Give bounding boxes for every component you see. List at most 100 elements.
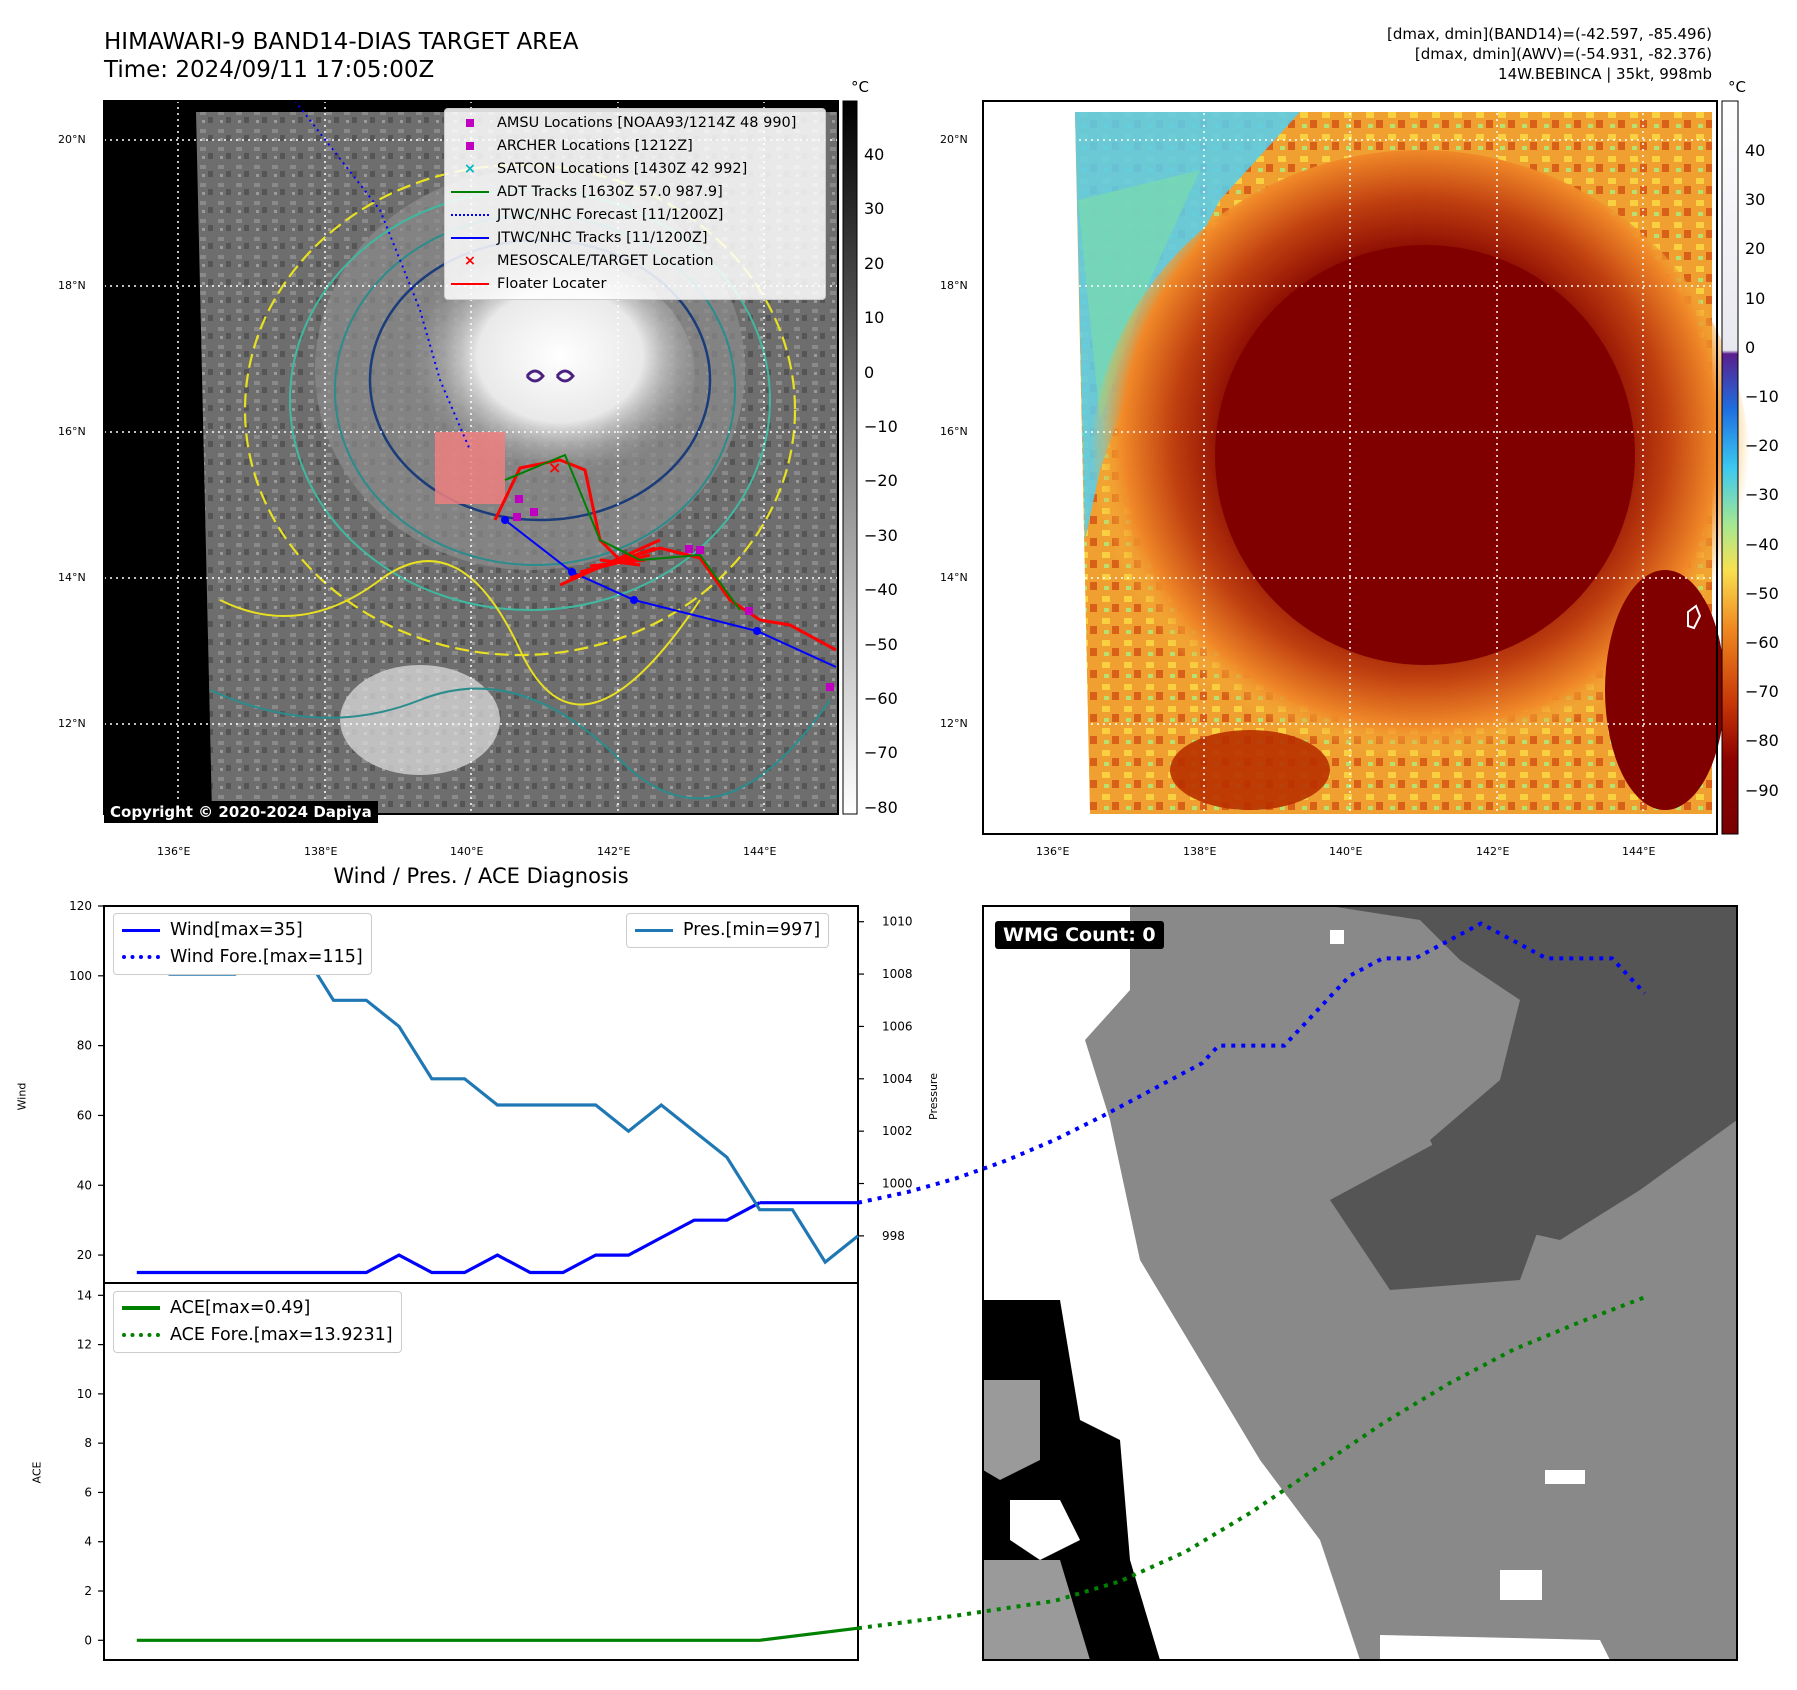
wmg-dark-region-ne <box>1330 906 1737 1240</box>
map-legend-swatch: × <box>463 252 477 269</box>
y-tick-label: 20 <box>77 1248 92 1262</box>
map-legend-item: Floater Locater <box>451 272 819 295</box>
contour-core <box>525 369 545 383</box>
wmg-light-patch-2 <box>983 1560 1090 1660</box>
color-colorbar-unit: °C <box>1728 78 1746 96</box>
pressure-axis-label: Pressure <box>926 1073 940 1120</box>
map-legend-item: JTWC/NHC Tracks [11/1200Z] <box>451 226 819 249</box>
color-colorbar-tick: 20 <box>1745 239 1766 259</box>
y2-tick-label: 1000 <box>882 1177 913 1191</box>
ace-legend-swatch <box>122 1306 160 1310</box>
guam-outline <box>1687 604 1702 630</box>
y-tick-label: 2 <box>84 1584 92 1598</box>
gray-colorbar-tick: −20 <box>864 471 898 491</box>
gray-colorbar-tick: −80 <box>864 797 898 817</box>
color-cold-cluster <box>1605 570 1725 810</box>
ir-lat-label-18n: 18°N <box>58 279 86 292</box>
gray-colorbar-tick: −10 <box>864 417 898 436</box>
y-tick-label: 40 <box>77 1178 92 1192</box>
ir-lon-label-142e: 142°E <box>597 845 631 858</box>
map-legend-label: SATCON Locations [1430Z 42 992] <box>497 160 748 177</box>
wind-legend-label: Wind[max=35] <box>170 920 303 940</box>
adt-track <box>504 453 741 611</box>
color-lat-label-18n: 18°N <box>940 279 968 292</box>
intensity-info: [dmax, dmin](BAND14)=(-42.597, -85.496) … <box>1387 24 1712 84</box>
gray-colorbar-tick: −70 <box>864 743 898 763</box>
map-legend-swatch <box>451 282 489 285</box>
ace-axis-label: ACE <box>30 1461 44 1484</box>
pressure-legend-swatch <box>635 928 673 932</box>
wind-fore-legend-entry: Wind Fore.[max=115] <box>122 944 363 971</box>
ace-fore-legend-entry: ACE Fore.[max=13.9231] <box>122 1322 393 1349</box>
map-legend-label: ARCHER Locations [1212Z] <box>497 137 693 154</box>
map-legend-item: JTWC/NHC Forecast [11/1200Z] <box>451 203 819 226</box>
map-legend-item: × SATCON Locations [1430Z 42 992] <box>451 157 819 180</box>
map-legend-swatch <box>451 230 489 246</box>
wind-legend: Wind[max=35] Wind Fore.[max=115] <box>113 913 372 975</box>
y-tick-label: 4 <box>84 1535 92 1549</box>
color-colorbar-tick: 0 <box>1745 337 1756 357</box>
ir-cloud-cluster <box>340 665 500 775</box>
map-legend-swatch <box>451 190 489 193</box>
y-tick-label: 100 <box>69 969 92 983</box>
info-line-3: 14W.BEBINCA | 35kt, 998mb <box>1498 65 1712 83</box>
wmg-panel <box>982 905 1738 1661</box>
map-legend-label: Floater Locater <box>497 275 607 292</box>
color-lon-label-138e: 138°E <box>1183 845 1217 858</box>
ace-frame <box>103 1282 859 1661</box>
y-tick-label: 14 <box>77 1288 92 1302</box>
ir-lat-label-12n: 12°N <box>58 717 86 730</box>
wind-fore-legend-swatch <box>122 955 160 959</box>
wmg-white-strip <box>1380 1635 1610 1660</box>
color-map-gridlines <box>983 101 1717 834</box>
color-colorbar-tick: −60 <box>1745 633 1779 652</box>
figure-title: HIMAWARI-9 BAND14-DIAS TARGET AREA Time:… <box>104 28 578 84</box>
map-legend-label: ADT Tracks [1630Z 57.0 987.9] <box>497 183 723 200</box>
y-tick-label: 60 <box>77 1108 92 1122</box>
y2-tick-label: 1006 <box>882 1019 913 1033</box>
gray-colorbar-tick: 0 <box>864 362 875 382</box>
series-line <box>136 1201 761 1275</box>
map-legend-swatch <box>451 115 489 131</box>
wind-legend-entry: Wind[max=35] <box>122 917 363 944</box>
wmg-dark-region-mid <box>1330 1130 1560 1290</box>
wmg-white-spot <box>1500 1570 1542 1600</box>
map-legend-label: JTWC/NHC Tracks [11/1200Z] <box>497 229 708 246</box>
gray-colorbar-unit: °C <box>851 78 869 96</box>
color-colorbar-tick: −10 <box>1745 387 1779 406</box>
mesoscale-target-box <box>435 432 505 504</box>
mesoscale-target-marker: × <box>548 458 561 477</box>
y2-tick-label: 998 <box>882 1229 905 1243</box>
y2-tick-label: 1010 <box>882 915 913 929</box>
map-legend-label: JTWC/NHC Forecast [11/1200Z] <box>497 206 724 223</box>
ir-map-frame <box>103 100 839 815</box>
color-lat-label-12n: 12°N <box>940 717 968 730</box>
y-tick-label: 120 <box>69 899 92 913</box>
color-colorbar-tick: −70 <box>1745 682 1779 702</box>
map-legend-swatch: × <box>463 160 477 177</box>
ace-legend-entry: ACE[max=0.49] <box>122 1295 393 1322</box>
y-tick-label: 0 <box>84 1633 92 1647</box>
color-colorbar-tick: −80 <box>1745 731 1779 751</box>
color-lat-label-20n: 20°N <box>940 133 968 146</box>
color-colorbar-tick: 40 <box>1745 141 1766 160</box>
floater-locater-lines <box>559 538 661 587</box>
gray-colorbar-tick: −50 <box>864 634 898 654</box>
y-tick-label: 80 <box>77 1039 92 1053</box>
wmg-count-label: WMG Count: 0 <box>995 921 1164 949</box>
contour-core-2 <box>555 369 575 383</box>
map-legend-list: AMSU Locations [NOAA93/1214Z 48 990] ARCH… <box>445 109 825 297</box>
map-legend-item: ADT Tracks [1630Z 57.0 987.9] <box>451 180 819 203</box>
map-legend-item: × MESOSCALE/TARGET Location <box>451 249 819 272</box>
map-legend-swatch <box>451 138 489 154</box>
wmg-white-spot-3 <box>1330 930 1344 944</box>
color-map <box>982 100 1750 835</box>
diagnosis-chart-layer: 2040608010012099810001002100410061008101… <box>69 899 1647 1647</box>
ace-legend-label: ACE[max=0.49] <box>170 1298 311 1318</box>
gray-colorbar-tick: −40 <box>864 580 898 600</box>
gray-colorbar-tick: 10 <box>864 308 885 328</box>
gray-colorbar <box>842 100 858 815</box>
ir-lat-label-20n: 20°N <box>58 133 86 146</box>
contour-band-1 <box>219 560 701 706</box>
